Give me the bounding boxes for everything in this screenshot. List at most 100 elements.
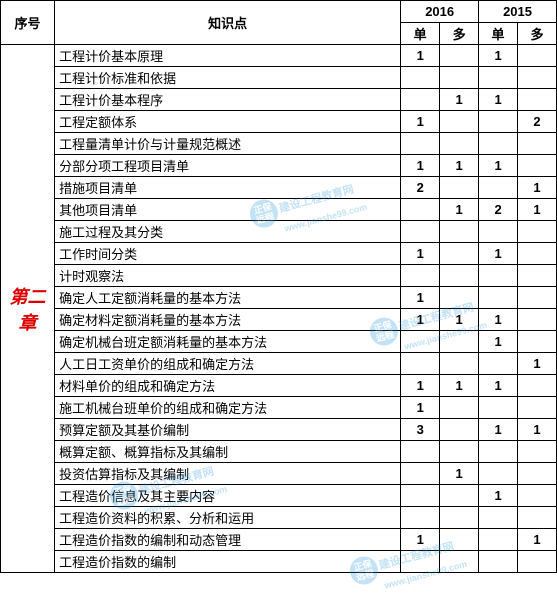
topic-cell: 施工过程及其分类 bbox=[55, 221, 401, 243]
value-cell bbox=[401, 551, 440, 573]
value-cell bbox=[401, 331, 440, 353]
value-cell bbox=[440, 441, 479, 463]
value-cell bbox=[518, 243, 557, 265]
value-cell bbox=[518, 375, 557, 397]
topic-cell: 工程造价指数的编制 bbox=[55, 551, 401, 573]
topic-cell: 工程造价指数的编制和动态管理 bbox=[55, 529, 401, 551]
topic-cell: 概算定额、概算指标及其编制 bbox=[55, 441, 401, 463]
topic-cell: 工程造价信息及其主要内容 bbox=[55, 485, 401, 507]
value-cell: 1 bbox=[401, 375, 440, 397]
knowledge-table: 序号 知识点 2016 2015 单 多 单 多 第二章工程计价基本原理11工程… bbox=[0, 0, 557, 573]
value-cell bbox=[440, 243, 479, 265]
value-cell bbox=[479, 221, 518, 243]
topic-cell: 预算定额及其基价编制 bbox=[55, 419, 401, 441]
value-cell: 1 bbox=[479, 309, 518, 331]
table-row: 人工日工资单价的组成和确定方法1 bbox=[1, 353, 557, 375]
value-cell: 1 bbox=[479, 375, 518, 397]
value-cell bbox=[401, 463, 440, 485]
table-row: 施工过程及其分类 bbox=[1, 221, 557, 243]
value-cell bbox=[518, 133, 557, 155]
value-cell: 1 bbox=[518, 199, 557, 221]
value-cell: 3 bbox=[401, 419, 440, 441]
value-cell: 1 bbox=[401, 111, 440, 133]
topic-cell: 工程计价基本程序 bbox=[55, 89, 401, 111]
value-cell bbox=[440, 353, 479, 375]
value-cell bbox=[479, 177, 518, 199]
table-row: 材料单价的组成和确定方法111 bbox=[1, 375, 557, 397]
value-cell: 1 bbox=[401, 155, 440, 177]
value-cell bbox=[518, 309, 557, 331]
value-cell bbox=[440, 133, 479, 155]
value-cell bbox=[440, 507, 479, 529]
topic-cell: 工程计价基本原理 bbox=[55, 45, 401, 67]
value-cell bbox=[401, 441, 440, 463]
value-cell bbox=[401, 133, 440, 155]
value-cell bbox=[479, 507, 518, 529]
value-cell bbox=[518, 221, 557, 243]
value-cell bbox=[401, 199, 440, 221]
value-cell bbox=[479, 111, 518, 133]
value-cell bbox=[518, 485, 557, 507]
value-cell bbox=[440, 45, 479, 67]
table-row: 施工机械台班单价的组成和确定方法1 bbox=[1, 397, 557, 419]
value-cell bbox=[479, 441, 518, 463]
value-cell bbox=[440, 397, 479, 419]
value-cell bbox=[518, 331, 557, 353]
value-cell: 1 bbox=[440, 375, 479, 397]
value-cell bbox=[401, 265, 440, 287]
value-cell bbox=[401, 353, 440, 375]
value-cell: 1 bbox=[518, 353, 557, 375]
table-row: 投资估算指标及其编制 1 bbox=[1, 463, 557, 485]
value-cell: 1 bbox=[401, 397, 440, 419]
value-cell bbox=[518, 287, 557, 309]
value-cell: 1 bbox=[518, 177, 557, 199]
value-cell bbox=[479, 353, 518, 375]
topic-cell: 分部分项工程项目清单 bbox=[55, 155, 401, 177]
header-seq: 序号 bbox=[1, 1, 55, 45]
header-y2-single: 单 bbox=[479, 23, 518, 45]
value-cell: 1 bbox=[401, 45, 440, 67]
value-cell: 1 bbox=[440, 463, 479, 485]
value-cell bbox=[479, 397, 518, 419]
value-cell: 1 bbox=[401, 287, 440, 309]
header-topic: 知识点 bbox=[55, 1, 401, 45]
topic-cell: 投资估算指标及其编制 bbox=[55, 463, 401, 485]
topic-cell: 工程造价资料的积累、分析和运用 bbox=[55, 507, 401, 529]
value-cell bbox=[440, 111, 479, 133]
value-cell: 2 bbox=[479, 199, 518, 221]
value-cell: 1 bbox=[440, 199, 479, 221]
topic-cell: 工作时间分类 bbox=[55, 243, 401, 265]
table-row: 确定材料定额消耗量的基本方法111 bbox=[1, 309, 557, 331]
value-cell bbox=[440, 177, 479, 199]
value-cell bbox=[401, 221, 440, 243]
value-cell: 1 bbox=[440, 89, 479, 111]
table-row: 工程计价标准和依据 bbox=[1, 67, 557, 89]
table-row: 第二章工程计价基本原理11 bbox=[1, 45, 557, 67]
table-row: 工程定额体系12 bbox=[1, 111, 557, 133]
value-cell bbox=[518, 155, 557, 177]
value-cell bbox=[518, 507, 557, 529]
value-cell bbox=[401, 67, 440, 89]
topic-cell: 工程定额体系 bbox=[55, 111, 401, 133]
table-row: 工程造价信息及其主要内容 1 bbox=[1, 485, 557, 507]
value-cell bbox=[479, 551, 518, 573]
value-cell: 1 bbox=[440, 155, 479, 177]
value-cell bbox=[518, 551, 557, 573]
topic-cell: 其他项目清单 bbox=[55, 199, 401, 221]
value-cell bbox=[401, 507, 440, 529]
table-row: 预算定额及其基价编制311 bbox=[1, 419, 557, 441]
value-cell bbox=[479, 529, 518, 551]
header-y1-multi: 多 bbox=[440, 23, 479, 45]
value-cell: 1 bbox=[479, 485, 518, 507]
value-cell: 1 bbox=[479, 331, 518, 353]
value-cell bbox=[518, 463, 557, 485]
value-cell bbox=[440, 529, 479, 551]
value-cell bbox=[401, 89, 440, 111]
value-cell: 1 bbox=[440, 309, 479, 331]
topic-cell: 措施项目清单 bbox=[55, 177, 401, 199]
value-cell bbox=[440, 265, 479, 287]
value-cell: 1 bbox=[479, 419, 518, 441]
topic-cell: 确定材料定额消耗量的基本方法 bbox=[55, 309, 401, 331]
header-year2: 2015 bbox=[479, 1, 557, 23]
value-cell: 1 bbox=[518, 529, 557, 551]
